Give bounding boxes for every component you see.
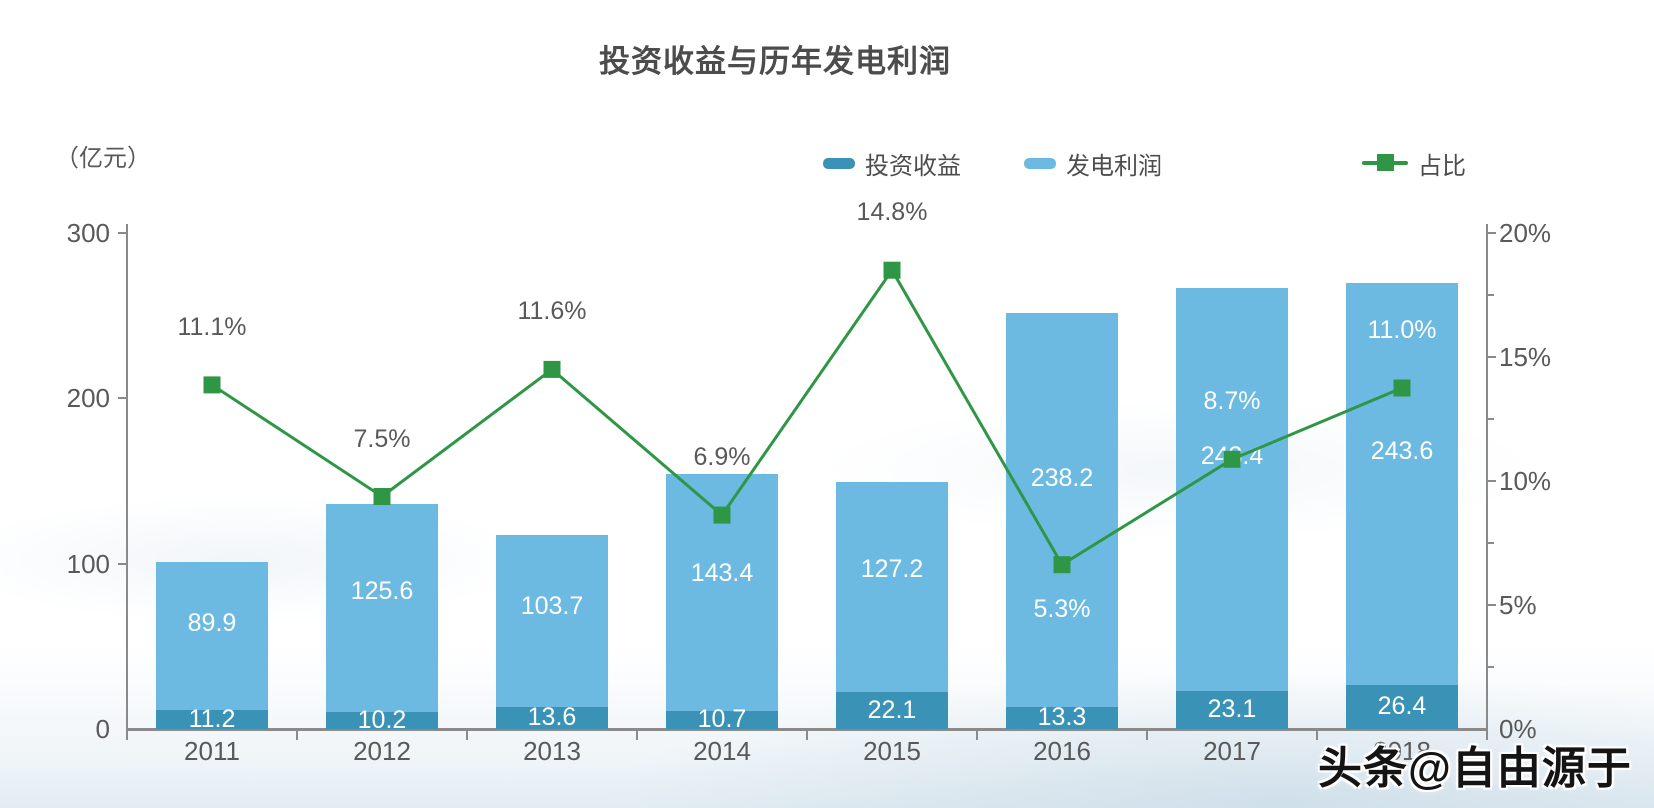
chart-title: 投资收益与历年发电利润 — [599, 44, 951, 79]
bar-profit-segment — [1176, 288, 1288, 691]
x-axis-tick — [976, 731, 978, 740]
bar-invest-value-label: 22.1 — [867, 695, 917, 724]
left-axis-tick-label: 200 — [66, 383, 110, 414]
category-label: 2017 — [1203, 736, 1261, 766]
right-axis-minor-tick — [1487, 666, 1494, 668]
bar-invest-value-label: 10.7 — [697, 705, 747, 734]
left-axis-line — [126, 224, 128, 731]
left-axis-tick — [118, 397, 127, 400]
left-axis-tick-label: 0 — [95, 714, 110, 744]
right-axis-tick — [1487, 232, 1496, 234]
bar-invest-value-label: 13.6 — [527, 702, 577, 731]
ratio-value-label: 6.9% — [693, 443, 751, 472]
bar-invest-segment — [836, 692, 948, 729]
legend-item-ratio: 占比 — [1362, 146, 1466, 180]
bar-profit-value-label: 89.9 — [187, 609, 237, 638]
bar-profit-value-label: 143.4 — [690, 558, 754, 587]
right-axis-tick-label: 5% — [1499, 590, 1537, 620]
bar-profit-segment — [836, 482, 948, 693]
ratio-marker — [883, 261, 901, 279]
x-axis-tick — [1486, 731, 1488, 740]
x-axis-tick — [296, 731, 298, 740]
right-axis-tick-label: 20% — [1499, 218, 1552, 248]
category-label: 2014 — [693, 736, 751, 766]
bar-profit-segment — [156, 561, 268, 711]
ratio-value-label: 11.1% — [177, 312, 247, 341]
ratio-marker — [543, 360, 561, 378]
bar-profit-value-label: 125.6 — [350, 576, 414, 605]
bar-invest-value-label: 11.2 — [188, 704, 236, 733]
x-axis-tick — [806, 731, 808, 740]
ratio-marker — [203, 376, 221, 394]
category-label: 2012 — [353, 736, 411, 766]
left-axis-tick-label: 100 — [66, 548, 110, 579]
bar-invest-segment — [326, 712, 438, 729]
category-label: 2016 — [1033, 736, 1091, 766]
legend-swatch-invest — [823, 157, 855, 169]
bar-profit-segment — [326, 504, 438, 713]
bar-invest-segment — [666, 711, 778, 729]
x-axis-tick — [466, 731, 468, 740]
bar-profit-value-label: 238.2 — [1030, 463, 1094, 492]
left-axis-unit-label: （亿元） — [55, 145, 151, 172]
category-label: 2018 — [1373, 736, 1431, 766]
bar-invest-segment — [156, 710, 268, 729]
right-axis-tick — [1487, 604, 1496, 606]
x-axis-tick — [1316, 731, 1318, 740]
legend-swatch-profit — [1024, 157, 1056, 169]
x-axis-tick — [126, 731, 128, 740]
left-axis-tick — [118, 562, 127, 565]
legend-label-profit: 发电利润 — [1066, 152, 1162, 180]
bar-invest-segment — [1006, 707, 1118, 729]
right-axis-line — [1486, 224, 1488, 731]
bar-invest-value-label: 10.2 — [357, 705, 407, 734]
bar-profit-value-label: 127.2 — [860, 555, 924, 584]
ratio-value-label: 7.5% — [353, 424, 411, 453]
category-label: 2013 — [523, 736, 581, 766]
bar-invest-value-label: 23.1 — [1207, 694, 1257, 723]
legend-item-invest: 投资收益 — [823, 146, 961, 180]
bar-invest-value-label: 13.3 — [1037, 703, 1087, 731]
legend-item-profit: 发电利润 — [1024, 146, 1162, 180]
ratio-value-label: 8.7% — [1203, 387, 1261, 416]
category-label: 2015 — [863, 736, 921, 766]
ratio-value-label: 5.3% — [1033, 594, 1091, 623]
ratio-value-label: 11.0% — [1367, 316, 1437, 344]
x-axis-tick — [636, 731, 638, 740]
ratio-value-label: 11.6% — [517, 297, 587, 326]
left-axis-tick-label: 300 — [66, 218, 110, 248]
x-axis-tick — [1146, 731, 1148, 740]
watermark: 头条@自由源于 — [1318, 744, 1632, 793]
ratio-value-label: 14.8% — [856, 198, 928, 227]
category-label: 2011 — [184, 736, 240, 766]
legend: 投资收益 发电利润 占比 — [0, 146, 1654, 180]
right-axis-tick-label: 10% — [1499, 466, 1552, 496]
right-axis-tick-label: 15% — [1499, 342, 1552, 372]
bar-profit-value-label: 103.7 — [520, 592, 584, 621]
bar-profit-segment — [1006, 313, 1118, 707]
right-axis-minor-tick — [1487, 418, 1494, 420]
x-axis-line — [126, 728, 1488, 731]
bar-profit-value-label: 243.4 — [1200, 442, 1264, 471]
bar-invest-value-label: 26.4 — [1377, 692, 1427, 721]
bar-invest-segment — [496, 706, 608, 729]
legend-label-invest: 投资收益 — [865, 152, 961, 180]
right-axis-minor-tick — [1487, 542, 1494, 544]
right-axis-tick-label: 0% — [1499, 714, 1537, 744]
bar-profit-value-label: 243.6 — [1370, 436, 1434, 465]
legend-swatch-ratio-line — [1362, 154, 1408, 172]
left-axis-tick — [118, 232, 127, 234]
bar-profit-segment — [666, 474, 778, 712]
right-axis-tick — [1487, 480, 1496, 482]
bar-invest-segment — [1346, 685, 1458, 729]
legend-label-ratio: 占比 — [1418, 152, 1466, 180]
bar-invest-segment — [1176, 690, 1288, 729]
ratio-marker — [373, 488, 391, 505]
right-axis-minor-tick — [1487, 294, 1494, 296]
right-axis-tick — [1487, 356, 1496, 358]
